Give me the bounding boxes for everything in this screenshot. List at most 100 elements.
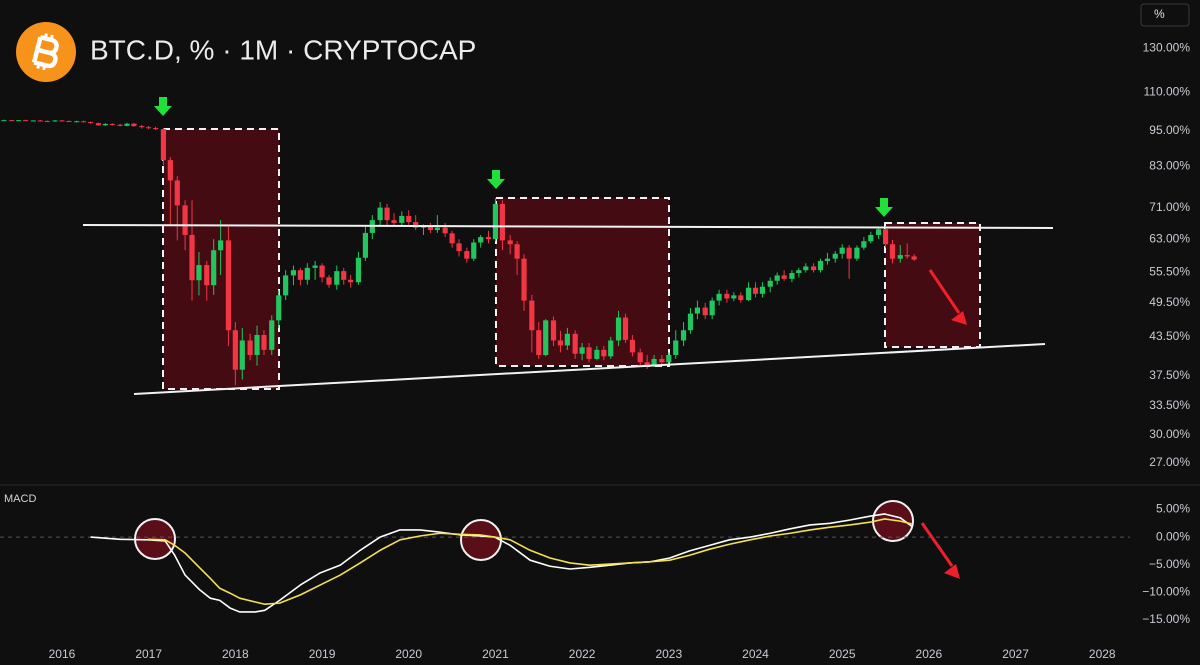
candle-body [334,271,340,285]
candle-body [911,256,917,260]
arrow-shaft [920,522,954,567]
candle-body [146,127,152,129]
candle-body [218,240,224,251]
candle-body [716,293,722,301]
candle-body [449,233,455,244]
candle-body [283,275,289,296]
candle-body [377,207,383,221]
candle-body [442,227,448,234]
candle-body [139,126,145,128]
macd-line [90,513,913,613]
y-tick-label: 110.00% [1144,84,1191,98]
x-tick-label: 2018 [222,647,249,661]
candle-body [601,349,607,357]
candle-body [622,317,629,340]
candle-body [22,120,29,122]
x-tick-label: 2017 [135,647,162,661]
chart-title: BTC.D, % · 1M · CRYPTOCAP [90,34,476,65]
candle-body [189,234,195,281]
logo-glyph [31,33,59,71]
candle-body [745,287,752,301]
candle-body [803,266,809,271]
candle-body [796,270,802,274]
y-tick-label: 130.00% [1143,40,1191,54]
candle-body [384,207,390,221]
candle-body [731,295,737,299]
candle-body [904,255,910,257]
candle-body [644,362,650,366]
candle-body [59,120,65,122]
candle-body [514,244,520,259]
x-tick-label: 2016 [49,647,76,661]
candle-body [153,128,159,130]
x-tick-label: 2021 [482,647,509,661]
candle-body [550,320,557,341]
candle-body [182,205,188,235]
candle-body [471,242,477,259]
signal-arrows [154,97,893,217]
candle-body [52,120,58,122]
x-tick-label: 2024 [742,647,769,661]
candle-body [44,120,50,122]
resistance-line [82,224,1054,229]
candle-body [839,247,845,254]
candle-body [543,320,549,356]
candle-body [673,340,679,356]
y-tick-label: −15.00% [1142,612,1190,626]
unit-label[interactable]: % [1154,7,1165,21]
candle-body [269,320,275,350]
candle-body [399,215,405,223]
macd-line [147,518,912,606]
candle-body [824,258,831,261]
unit-button[interactable] [1140,3,1190,27]
candle-body [846,247,852,259]
candle-body [355,257,362,283]
down-arrow [154,97,172,116]
candle-body [297,270,303,280]
candle-body [629,339,636,353]
candle-body [651,358,657,366]
arrow-head [951,311,967,325]
x-tick-label: 2025 [829,647,856,661]
candle-body [276,295,282,321]
candle-body [875,229,882,235]
down-arrow [875,198,893,217]
logo [16,22,76,82]
candle-body [456,243,462,252]
candle-body [81,121,87,123]
candle-body [868,234,874,242]
candle-body [709,300,715,316]
candle-body [348,279,354,283]
candle-body [702,307,708,316]
candle-body [694,307,701,314]
candle-body [247,340,253,356]
x-tick-label: 2027 [1002,647,1029,661]
candle-body [485,237,492,240]
candle-body [666,355,672,363]
arrow-head [944,564,960,579]
candle-body [572,333,578,354]
candle-body [759,286,766,294]
candle-body [9,120,15,122]
candle-body [687,313,694,331]
candle-body [225,240,232,331]
x-tick-label: 2028 [1089,647,1116,661]
candle-body [579,347,585,354]
candle-body [117,124,123,126]
y-tick-label: 71.00% [1149,200,1190,214]
candle-body [781,275,787,279]
candle-body [738,295,744,301]
candle-body [211,250,217,286]
candle-body [74,121,80,123]
y-tick-label: 33.50% [1149,398,1190,412]
candle-body [239,340,245,370]
candle-body [464,251,470,259]
candle-body [680,330,687,341]
candle-body [391,220,397,223]
candle-body [16,120,22,122]
y-tick-label: 30.00% [1149,427,1190,441]
y-tick-label: 37.50% [1149,368,1190,382]
x-tick-label: 2026 [916,647,943,661]
y-tick-label: 43.50% [1149,329,1190,343]
